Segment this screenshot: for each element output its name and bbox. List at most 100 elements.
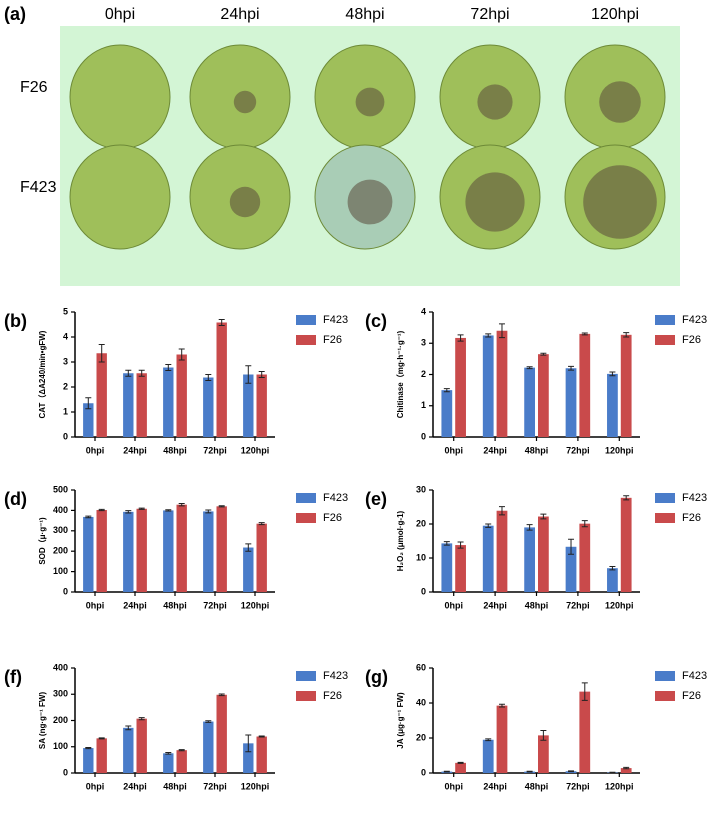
bar [123,373,134,437]
error-bar [138,369,145,377]
bar [620,497,632,592]
error-bar [540,729,547,741]
legend-swatch [655,691,675,701]
error-bar [245,365,252,384]
error-bar [98,737,105,740]
bar [565,368,577,437]
bar [163,367,174,437]
bar [441,390,453,437]
error-bar [205,720,212,723]
y-axis-label: Chitinase（mg·h⁻¹·g⁻¹) [395,330,405,418]
error-bar [245,734,252,753]
y-tick-label: 200 [53,546,68,556]
y-tick-label: 20 [416,732,426,742]
y-tick-label: 4 [63,331,68,341]
y-tick-label: 3 [421,338,426,348]
bar [163,510,174,592]
bar [579,523,591,592]
lesion [355,87,385,117]
x-tick-label: 0hpi [86,445,105,455]
panel-label: (e) [365,489,387,509]
legend-swatch [655,493,675,503]
error-bar [218,319,225,326]
bar [565,771,577,773]
error-bar [125,369,132,377]
y-tick-label: 0 [421,431,426,441]
bar [203,377,214,437]
error-bar [443,541,450,546]
y-tick-label: 40 [416,697,426,707]
y-tick-label: 4 [421,306,426,316]
error-bar [218,505,225,508]
legend-swatch [296,315,316,325]
x-tick-label: 0hpi [86,781,105,791]
legend-swatch [296,671,316,681]
error-bar [623,495,630,501]
y-tick-label: 0 [421,586,426,596]
panel-label: (f) [4,667,22,687]
bar [163,753,174,773]
error-bar [581,332,588,336]
legend-label: F423 [682,314,707,326]
bar [455,337,466,437]
bar [216,322,227,437]
legend-label: F26 [323,512,342,524]
x-tick-label: 0hpi [444,445,463,455]
error-bar [581,682,588,701]
lesion [347,179,393,225]
bar [607,568,618,592]
lesion [477,84,513,120]
y-tick-label: 200 [53,715,68,725]
bar [243,547,254,592]
error-bar [205,374,212,381]
bar [176,354,187,437]
bar [136,508,147,592]
error-bar [498,323,505,339]
y-tick-label: 1 [63,406,68,416]
x-tick-label: 24hpi [123,445,147,455]
error-bar [498,703,505,708]
bar [216,694,227,773]
legend-swatch [296,513,316,523]
error-bar [568,770,575,773]
y-tick-label: 30 [416,484,426,494]
lesion [583,165,657,239]
bar [538,516,549,592]
panel-label: (c) [365,311,387,331]
y-tick-label: 2 [63,381,68,391]
error-bar [178,749,185,752]
bar [455,545,466,592]
bar [136,373,147,437]
x-tick-label: 48hpi [163,781,187,791]
error-bar [138,507,145,510]
legend-swatch [296,493,316,503]
bar [256,523,267,592]
bar [538,735,549,773]
x-tick-label: 72hpi [566,445,590,455]
y-axis-label: SA (ng·g⁻¹ FW) [38,692,47,750]
bar [176,750,187,773]
error-bar [568,538,575,555]
error-bar [443,388,450,393]
bar [243,374,254,437]
row-label: F26 [20,79,48,96]
error-bar [165,752,172,755]
legend-label: F26 [682,690,701,702]
error-bar [609,566,616,571]
error-bar [498,506,505,516]
legend-label: F26 [682,512,701,524]
bar [243,743,254,773]
error-bar [623,332,630,338]
x-tick-label: 24hpi [483,445,507,455]
column-label: 72hpi [470,6,509,23]
x-tick-label: 72hpi [566,600,590,610]
legend-label: F423 [323,670,348,682]
error-bar [485,523,492,528]
legend-swatch [655,671,675,681]
bar [83,748,94,773]
legend-label: F423 [682,670,707,682]
x-tick-label: 24hpi [123,600,147,610]
x-tick-label: 24hpi [483,781,507,791]
y-tick-label: 300 [53,525,68,535]
legend-label: F423 [682,492,707,504]
